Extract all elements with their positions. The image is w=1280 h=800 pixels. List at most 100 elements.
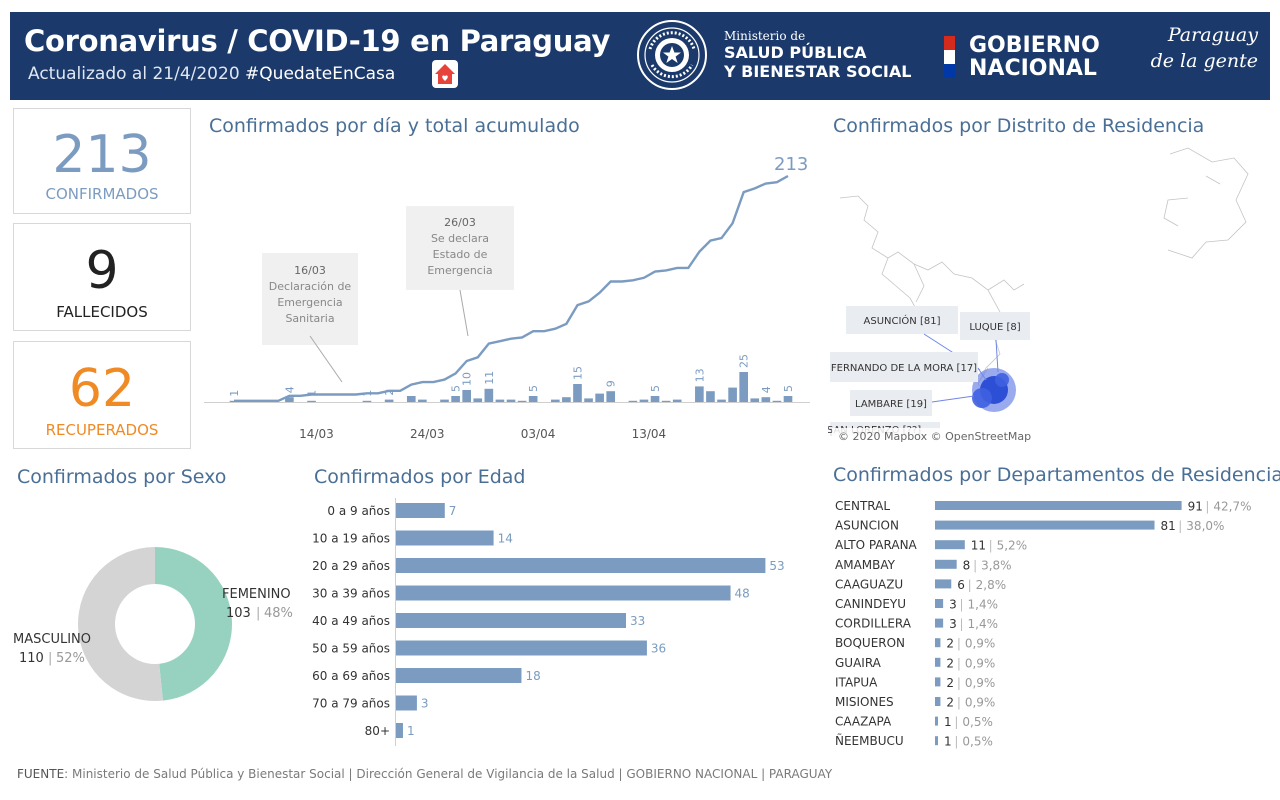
daily-bar[interactable] xyxy=(672,399,682,402)
daily-bar-label: 13 xyxy=(693,368,706,382)
daily-bar-label: 1 xyxy=(306,390,319,397)
daily-bar[interactable] xyxy=(639,399,649,402)
annotation-box-1 xyxy=(262,253,358,345)
kpi-confirmados-value: 213 xyxy=(52,125,152,185)
age-bar[interactable] xyxy=(396,558,766,573)
age-bar[interactable] xyxy=(396,585,731,601)
donut-hole xyxy=(115,584,195,664)
department-bar-value: 6 xyxy=(957,578,965,592)
department-bar-value: 3 xyxy=(949,617,957,631)
age-bar-value: 7 xyxy=(449,504,457,518)
department-bar[interactable] xyxy=(935,618,944,628)
district-map-title: Confirmados por Distrito de Residencia xyxy=(833,115,1205,137)
male-count: 110 xyxy=(19,651,44,666)
map-attribution[interactable]: © 2020 Mapbox © OpenStreetMap xyxy=(838,430,1031,443)
department-bar[interactable] xyxy=(935,736,938,746)
daily-bar[interactable] xyxy=(384,399,394,402)
footer-source-text: : Ministerio de Salud Pública y Bienesta… xyxy=(64,767,833,781)
daily-bar[interactable] xyxy=(717,399,726,402)
gobierno-logo-text: GOBIERNO NACIONAL xyxy=(969,34,1100,80)
daily-bar[interactable] xyxy=(573,384,582,402)
department-chart-title: Confirmados por Departamentos de Residen… xyxy=(833,464,1280,486)
daily-bar-label: 1 xyxy=(228,390,241,397)
age-bar[interactable] xyxy=(396,668,522,683)
annotation-1-date: 16/03 xyxy=(294,264,326,277)
department-bar[interactable] xyxy=(935,501,1182,510)
department-separator: | xyxy=(989,539,993,553)
department-bar-pct: 2,8% xyxy=(976,578,1007,592)
daily-bar[interactable] xyxy=(728,387,737,402)
age-bar[interactable] xyxy=(396,503,445,518)
daily-bar[interactable] xyxy=(517,400,527,402)
daily-bar[interactable] xyxy=(772,400,782,402)
daily-bar[interactable] xyxy=(783,396,793,402)
department-bar[interactable] xyxy=(935,657,941,667)
age-bar[interactable] xyxy=(396,723,403,738)
department-bar[interactable] xyxy=(935,540,965,550)
daily-bar[interactable] xyxy=(473,398,483,402)
department-bar-value: 8 xyxy=(963,558,971,572)
daily-bar[interactable] xyxy=(628,400,638,402)
department-bar[interactable] xyxy=(935,697,941,706)
age-bar[interactable] xyxy=(396,613,627,628)
department-bar[interactable] xyxy=(935,520,1155,530)
department-bar[interactable] xyxy=(935,559,957,569)
cumulative-line xyxy=(234,174,789,402)
age-bar-value: 18 xyxy=(525,669,540,683)
department-bar[interactable] xyxy=(935,716,938,726)
daily-bar[interactable] xyxy=(506,399,516,402)
daily-bar[interactable] xyxy=(562,397,571,402)
daily-bar[interactable] xyxy=(406,396,416,402)
daily-chart-title: Confirmados por día y total acumulado xyxy=(209,115,580,137)
department-bar[interactable] xyxy=(935,579,952,589)
daily-bar[interactable] xyxy=(695,386,704,402)
department-bar-pct: 38,0% xyxy=(1186,519,1224,533)
daily-bar[interactable] xyxy=(739,372,749,402)
daily-bar[interactable] xyxy=(451,396,460,402)
daily-bar[interactable] xyxy=(706,391,715,402)
daily-bar[interactable] xyxy=(418,399,427,402)
daily-bar[interactable] xyxy=(495,399,505,402)
department-category-label: ALTO PARANA xyxy=(835,538,918,552)
age-bar-value: 33 xyxy=(630,614,645,628)
daily-bar[interactable] xyxy=(584,398,593,402)
daily-bar[interactable] xyxy=(595,393,604,402)
map-marker xyxy=(995,373,1009,387)
age-bar[interactable] xyxy=(396,695,417,711)
department-category-label: AMAMBAY xyxy=(835,558,896,572)
daily-bar[interactable] xyxy=(650,396,660,402)
daily-bar[interactable] xyxy=(285,397,294,402)
daily-bar[interactable] xyxy=(761,397,771,402)
department-bar[interactable] xyxy=(935,638,941,648)
department-category-label: MISIONES xyxy=(835,695,894,709)
daily-bar[interactable] xyxy=(550,399,560,402)
daily-bar[interactable] xyxy=(606,391,616,402)
daily-bar-label: 5 xyxy=(450,385,463,392)
flag-icon xyxy=(944,36,955,78)
department-bar[interactable] xyxy=(935,677,941,687)
daily-bar[interactable] xyxy=(307,400,316,402)
age-bar[interactable] xyxy=(396,530,494,546)
sex-chart-title: Confirmados por Sexo xyxy=(17,466,227,488)
daily-bar[interactable] xyxy=(362,400,372,402)
department-bar[interactable] xyxy=(935,599,944,608)
department-separator: | xyxy=(968,578,972,592)
department-separator: | xyxy=(973,558,977,572)
daily-bar[interactable] xyxy=(440,399,449,402)
department-bar-pct: 0,5% xyxy=(962,735,993,749)
daily-bar[interactable] xyxy=(528,396,538,402)
department-bar-pct: 42,7% xyxy=(1213,500,1251,514)
department-bar-pct: 0,5% xyxy=(962,715,993,729)
department-category-label: ÑEEMBUCU xyxy=(835,733,904,748)
daily-bar[interactable] xyxy=(661,400,671,402)
daily-bar[interactable] xyxy=(484,388,494,402)
department-bar-value: 2 xyxy=(946,696,954,710)
age-category-label: 0 a 9 años xyxy=(327,504,390,518)
daily-bar[interactable] xyxy=(462,390,472,402)
department-separator: | xyxy=(960,598,964,612)
department-separator: | xyxy=(957,676,961,690)
daily-bar[interactable] xyxy=(750,398,760,402)
department-bar-value: 2 xyxy=(946,656,954,670)
age-bar[interactable] xyxy=(396,640,647,656)
male-label: MASCULINO xyxy=(13,632,91,647)
